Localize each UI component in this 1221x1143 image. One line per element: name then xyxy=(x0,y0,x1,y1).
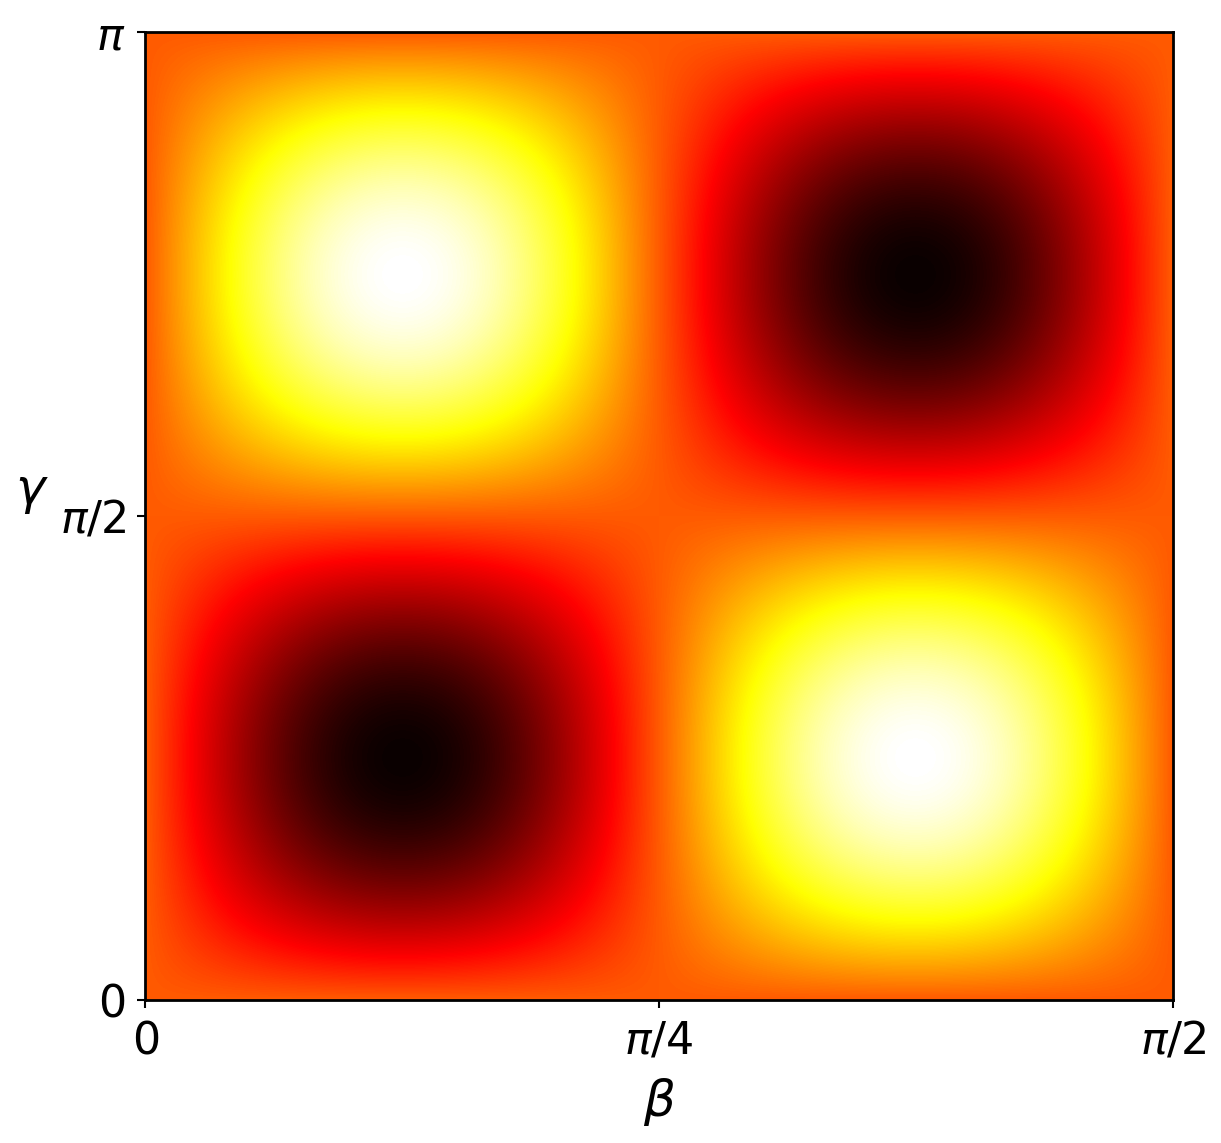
Y-axis label: $\gamma$: $\gamma$ xyxy=(15,467,49,515)
X-axis label: $\beta$: $\beta$ xyxy=(642,1076,675,1128)
